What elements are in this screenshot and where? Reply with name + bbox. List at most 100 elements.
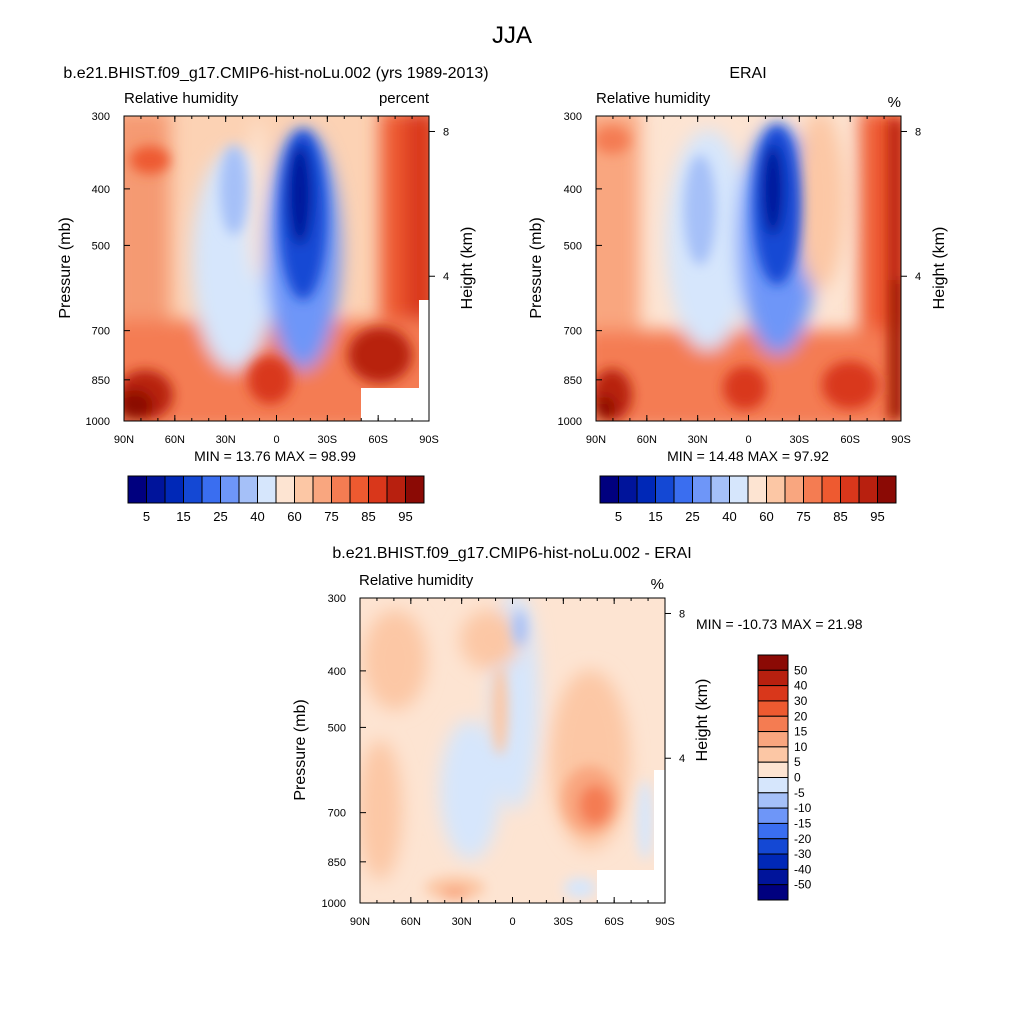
min-max-label: MIN = 13.76 MAX = 98.99 — [194, 448, 356, 464]
x-tick-label: 30S — [790, 434, 810, 446]
colorbar-label: -30 — [794, 847, 812, 861]
x-tick-label: 30S — [318, 434, 338, 446]
y2-tick-label: 8 — [679, 608, 685, 620]
contour-field — [596, 116, 901, 421]
colorbar-swatch — [164, 475, 184, 504]
contour-field — [360, 598, 665, 903]
colorbar-swatch — [692, 475, 712, 504]
y-tick-label: 400 — [92, 184, 110, 196]
colorbar-label: 20 — [794, 709, 808, 723]
contour-field — [124, 116, 429, 421]
y-tick-label: 300 — [328, 593, 346, 605]
colorbar-label: 60 — [759, 509, 773, 524]
colorbar-label: 75 — [324, 509, 338, 524]
colorbar-swatch — [757, 822, 789, 840]
colorbar-swatch — [757, 715, 789, 733]
colorbar-swatch — [757, 731, 789, 748]
x-tick-label: 30N — [216, 434, 236, 446]
colorbar-swatch — [757, 746, 789, 763]
x-tick-label: 0 — [273, 434, 279, 446]
y-tick-label: 1000 — [558, 416, 582, 428]
colorbar-swatch — [757, 761, 789, 778]
colorbar-swatch — [729, 475, 749, 504]
colorbar-swatch — [840, 475, 860, 504]
y-axis-label: Pressure (mb) — [528, 217, 545, 318]
colorbar-label: -20 — [794, 832, 812, 846]
colorbar-label: 40 — [722, 509, 736, 524]
colorbar-swatch — [710, 475, 730, 504]
colorbar-label: 75 — [796, 509, 810, 524]
y-tick-label: 850 — [328, 857, 346, 869]
colorbar-label: 25 — [685, 509, 699, 524]
x-tick-label: 90S — [655, 916, 675, 928]
y-tick-label: 400 — [564, 184, 582, 196]
colorbar-swatch — [757, 807, 789, 824]
colorbar-label: 0 — [794, 771, 801, 785]
y-tick-label: 850 — [564, 375, 582, 387]
variable-label: Relative humidity — [124, 90, 239, 107]
right-axis-label: Height (km) — [694, 679, 711, 762]
colorbar-swatch — [821, 475, 841, 504]
x-tick-label: 0 — [745, 434, 751, 446]
panel-title: b.e21.BHIST.f09_g17.CMIP6-hist-noLu.002 … — [332, 545, 691, 562]
colorbar-label: 95 — [870, 509, 884, 524]
panel-title: b.e21.BHIST.f09_g17.CMIP6-hist-noLu.002 … — [63, 65, 488, 82]
colorbar-swatch — [201, 475, 221, 504]
y-tick-label: 1000 — [322, 898, 346, 910]
colorbar-swatch — [747, 475, 767, 504]
x-tick-label: 90S — [419, 434, 439, 446]
colorbar-swatch — [803, 475, 823, 504]
x-tick-label: 60S — [840, 434, 860, 446]
x-tick-label: 30N — [688, 434, 708, 446]
panel-diff: b.e21.BHIST.f09_g17.CMIP6-hist-noLu.002 … — [292, 545, 863, 928]
colorbar-label: 40 — [794, 679, 808, 693]
colorbar-label: 50 — [794, 663, 808, 677]
colorbar-label: 40 — [250, 509, 264, 524]
min-max-label: MIN = -10.73 MAX = 21.98 — [696, 616, 863, 632]
units-label: percent — [379, 90, 430, 107]
colorbar-swatch — [877, 475, 897, 504]
x-tick-label: 60S — [604, 916, 624, 928]
min-max-label: MIN = 14.48 MAX = 97.92 — [667, 448, 829, 464]
colorbar-swatch — [368, 475, 388, 504]
y-tick-label: 700 — [328, 808, 346, 820]
y-tick-label: 500 — [564, 240, 582, 252]
axes: 90N 60N 30N 0 30S 60S 90S 300 400 500 700 850 1000 8 4 — [558, 111, 922, 446]
x-tick-label: 60N — [637, 434, 657, 446]
right-axis-label: Height (km) — [459, 227, 476, 310]
y-axis-label: Pressure (mb) — [292, 699, 309, 800]
panel-model: b.e21.BHIST.f09_g17.CMIP6-hist-noLu.002 … — [57, 65, 489, 524]
colorbar-swatch — [183, 475, 203, 504]
y-tick-label: 500 — [92, 240, 110, 252]
colorbar-swatch — [757, 669, 789, 687]
colorbar-swatch — [146, 475, 166, 504]
x-tick-label: 90N — [350, 916, 370, 928]
x-tick-label: 60N — [165, 434, 185, 446]
y-tick-label: 700 — [92, 326, 110, 338]
colorbar-label: 15 — [648, 509, 662, 524]
units-label: % — [651, 576, 664, 593]
y-axis-label: Pressure (mb) — [57, 217, 74, 318]
y2-tick-label: 4 — [679, 753, 685, 765]
panel-title: ERAI — [729, 65, 766, 82]
colorbar-label: -5 — [794, 786, 805, 800]
x-tick-label: 90S — [891, 434, 911, 446]
colorbar-label: 95 — [398, 509, 412, 524]
y2-tick-label: 8 — [915, 126, 921, 138]
colorbar-swatch — [757, 868, 789, 886]
panel-obs: ERAI Relative humidity % — [528, 65, 948, 524]
colorbar-label: 5 — [794, 755, 801, 769]
variable-label: Relative humidity — [596, 90, 711, 107]
colorbar-swatch — [636, 475, 656, 504]
colorbar-swatch — [757, 700, 789, 717]
colorbar-swatch — [405, 475, 425, 504]
colorbar-swatch — [331, 475, 351, 504]
colorbar-swatch — [673, 475, 693, 504]
colorbar-label: -10 — [794, 801, 812, 815]
colorbar-swatch — [757, 654, 789, 671]
axes: 90N 60N 30N 0 30S 60S 90S 300 400 500 700 850 1000 8 4 — [322, 593, 686, 928]
colorbar-label: 30 — [794, 694, 808, 708]
x-tick-label: 30S — [554, 916, 574, 928]
